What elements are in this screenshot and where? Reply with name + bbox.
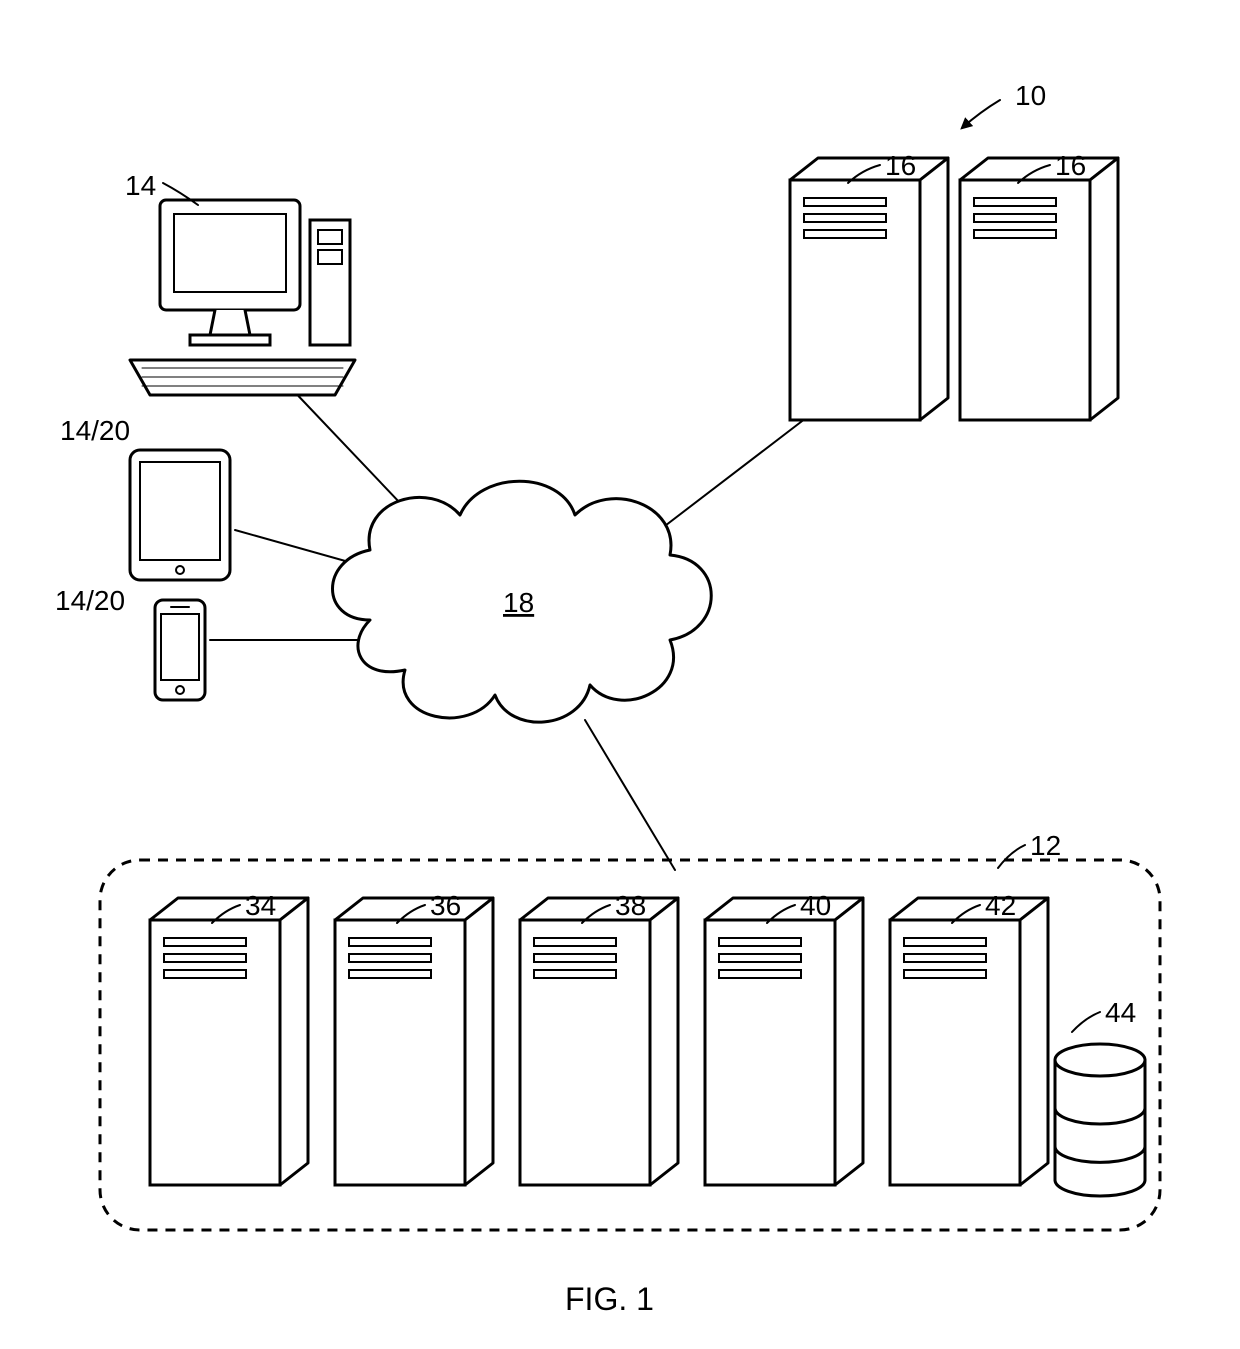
server-16-right-label: 16 (1055, 150, 1086, 181)
group-server-0-label: 34 (245, 890, 276, 921)
cloud-label: 18 (503, 587, 534, 618)
database-label: 44 (1105, 997, 1136, 1028)
group-server-3-label: 40 (800, 890, 831, 921)
desktop-label: 14 (125, 170, 156, 201)
group-server-4: 42 (890, 890, 1048, 1185)
top-servers: 1616 (790, 150, 1118, 420)
group-server-4-label: 42 (985, 890, 1016, 921)
ref-10: 10 (962, 80, 1046, 128)
server-16-left-label: 16 (885, 150, 916, 181)
group-server-1-label: 36 (430, 890, 461, 921)
phone-icon: 14/20 (55, 585, 205, 700)
database-icon: 44 (1055, 997, 1145, 1196)
figure-caption: FIG. 1 (565, 1281, 654, 1317)
group-server-2-label: 38 (615, 890, 646, 921)
server-16-right: 16 (960, 150, 1118, 420)
group-server-1: 36 (335, 890, 493, 1185)
cloud-network: 18 (333, 481, 712, 722)
tablet-label: 14/20 (60, 415, 130, 446)
server-16-left: 16 (790, 150, 948, 420)
group-server-0: 34 (150, 890, 308, 1185)
group-box-label: 12 (1030, 830, 1061, 861)
desktop-icon: 14 (125, 170, 355, 395)
ref-10-label: 10 (1015, 80, 1046, 111)
tablet-icon: 14/20 (60, 415, 230, 580)
phone-label: 14/20 (55, 585, 125, 616)
group-servers: 34 36 38 40 42 (150, 890, 1048, 1185)
group-server-2: 38 (520, 890, 678, 1185)
group-server-3: 40 (705, 890, 863, 1185)
